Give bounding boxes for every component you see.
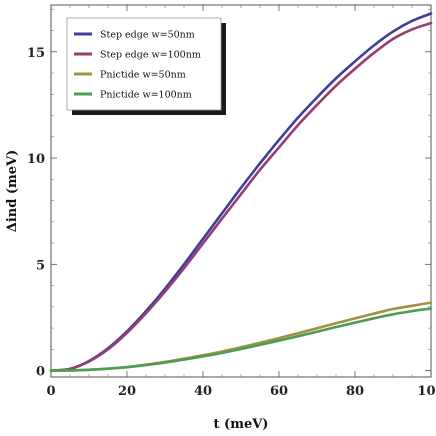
y-tick-label: 15 — [27, 46, 45, 61]
legend: Step edge w=50nm Step edge w=100nm Pnictid… — [66, 17, 226, 115]
y-tick-label: 10 — [27, 152, 45, 167]
x-tick-label: 80 — [346, 384, 364, 399]
x-tick-label: 40 — [194, 384, 212, 399]
x-tick-label: 60 — [270, 384, 288, 399]
y-tick-label: 5 — [36, 258, 45, 273]
x-tick-label: 0 — [46, 384, 55, 399]
x-tick-label: 100 — [417, 384, 436, 399]
x-tick-label: 20 — [118, 384, 136, 399]
axes: 0 20 40 60 80 100 0 5 10 15 — [27, 5, 436, 399]
legend-box — [66, 17, 222, 111]
y-axis-title: Δind (meV) — [5, 150, 20, 233]
y-tick-label: 0 — [36, 365, 45, 380]
legend-label: Step edge w=50nm — [100, 30, 195, 41]
legend-label: Pnictide w=100nm — [100, 90, 192, 101]
series-line — [49, 21, 433, 372]
series-lines — [49, 12, 433, 372]
series-line — [49, 307, 433, 372]
series-line — [49, 301, 433, 372]
legend-label: Pnictide w=50nm — [100, 70, 186, 81]
x-axis-title: t (meV) — [214, 417, 269, 432]
legend-label: Step edge w=100nm — [100, 50, 201, 61]
